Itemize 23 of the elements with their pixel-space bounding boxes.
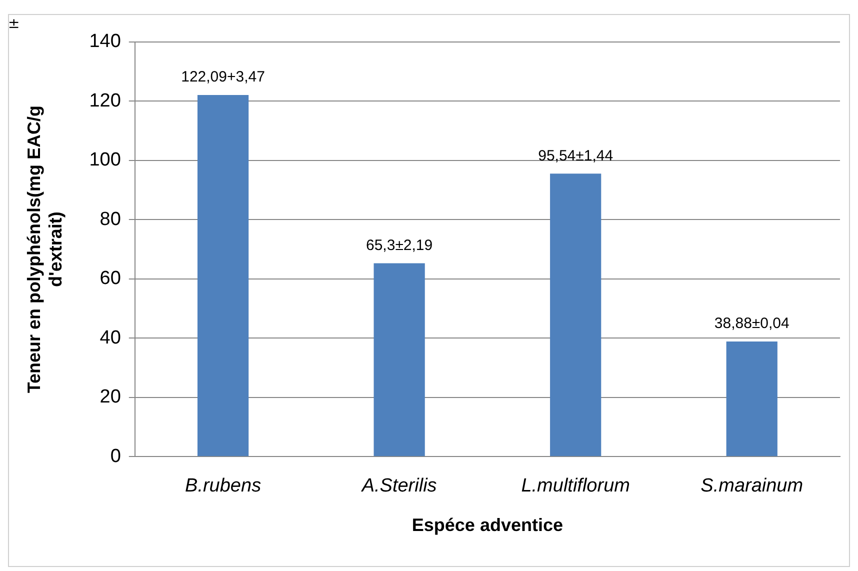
data-label: 95,54±1,44 — [538, 147, 614, 164]
bar — [374, 263, 425, 456]
y-tick-label: 60 — [100, 268, 121, 290]
x-axis-title: Espéce adventice — [412, 515, 563, 536]
y-tick-label: 0 — [110, 446, 121, 467]
y-axis-title: Teneur en polyphénols(mg EAC/g d'extrait) — [24, 105, 66, 394]
y-tick-label: 100 — [89, 150, 121, 171]
x-tick-label: B.rubens — [185, 475, 262, 496]
y-tick-label: 20 — [100, 386, 121, 408]
bar — [726, 341, 778, 456]
data-label: 38,88±0,04 — [714, 315, 790, 332]
bar — [550, 174, 602, 456]
y-tick-label: 140 — [89, 31, 121, 52]
y-tick-label: 120 — [89, 90, 121, 112]
data-label: 122,09+3,47 — [181, 68, 265, 86]
y-tick-label: 80 — [100, 208, 121, 230]
data-label: 65,3±2,19 — [366, 236, 433, 254]
x-tick-label: L.multiflorum — [521, 475, 630, 496]
text: ± — [8, 16, 20, 32]
x-tick-label: S.marainum — [700, 475, 804, 496]
bar — [197, 95, 249, 456]
x-tick-label: A.Sterilis — [360, 475, 438, 496]
y-tick-label: 40 — [100, 327, 121, 348]
